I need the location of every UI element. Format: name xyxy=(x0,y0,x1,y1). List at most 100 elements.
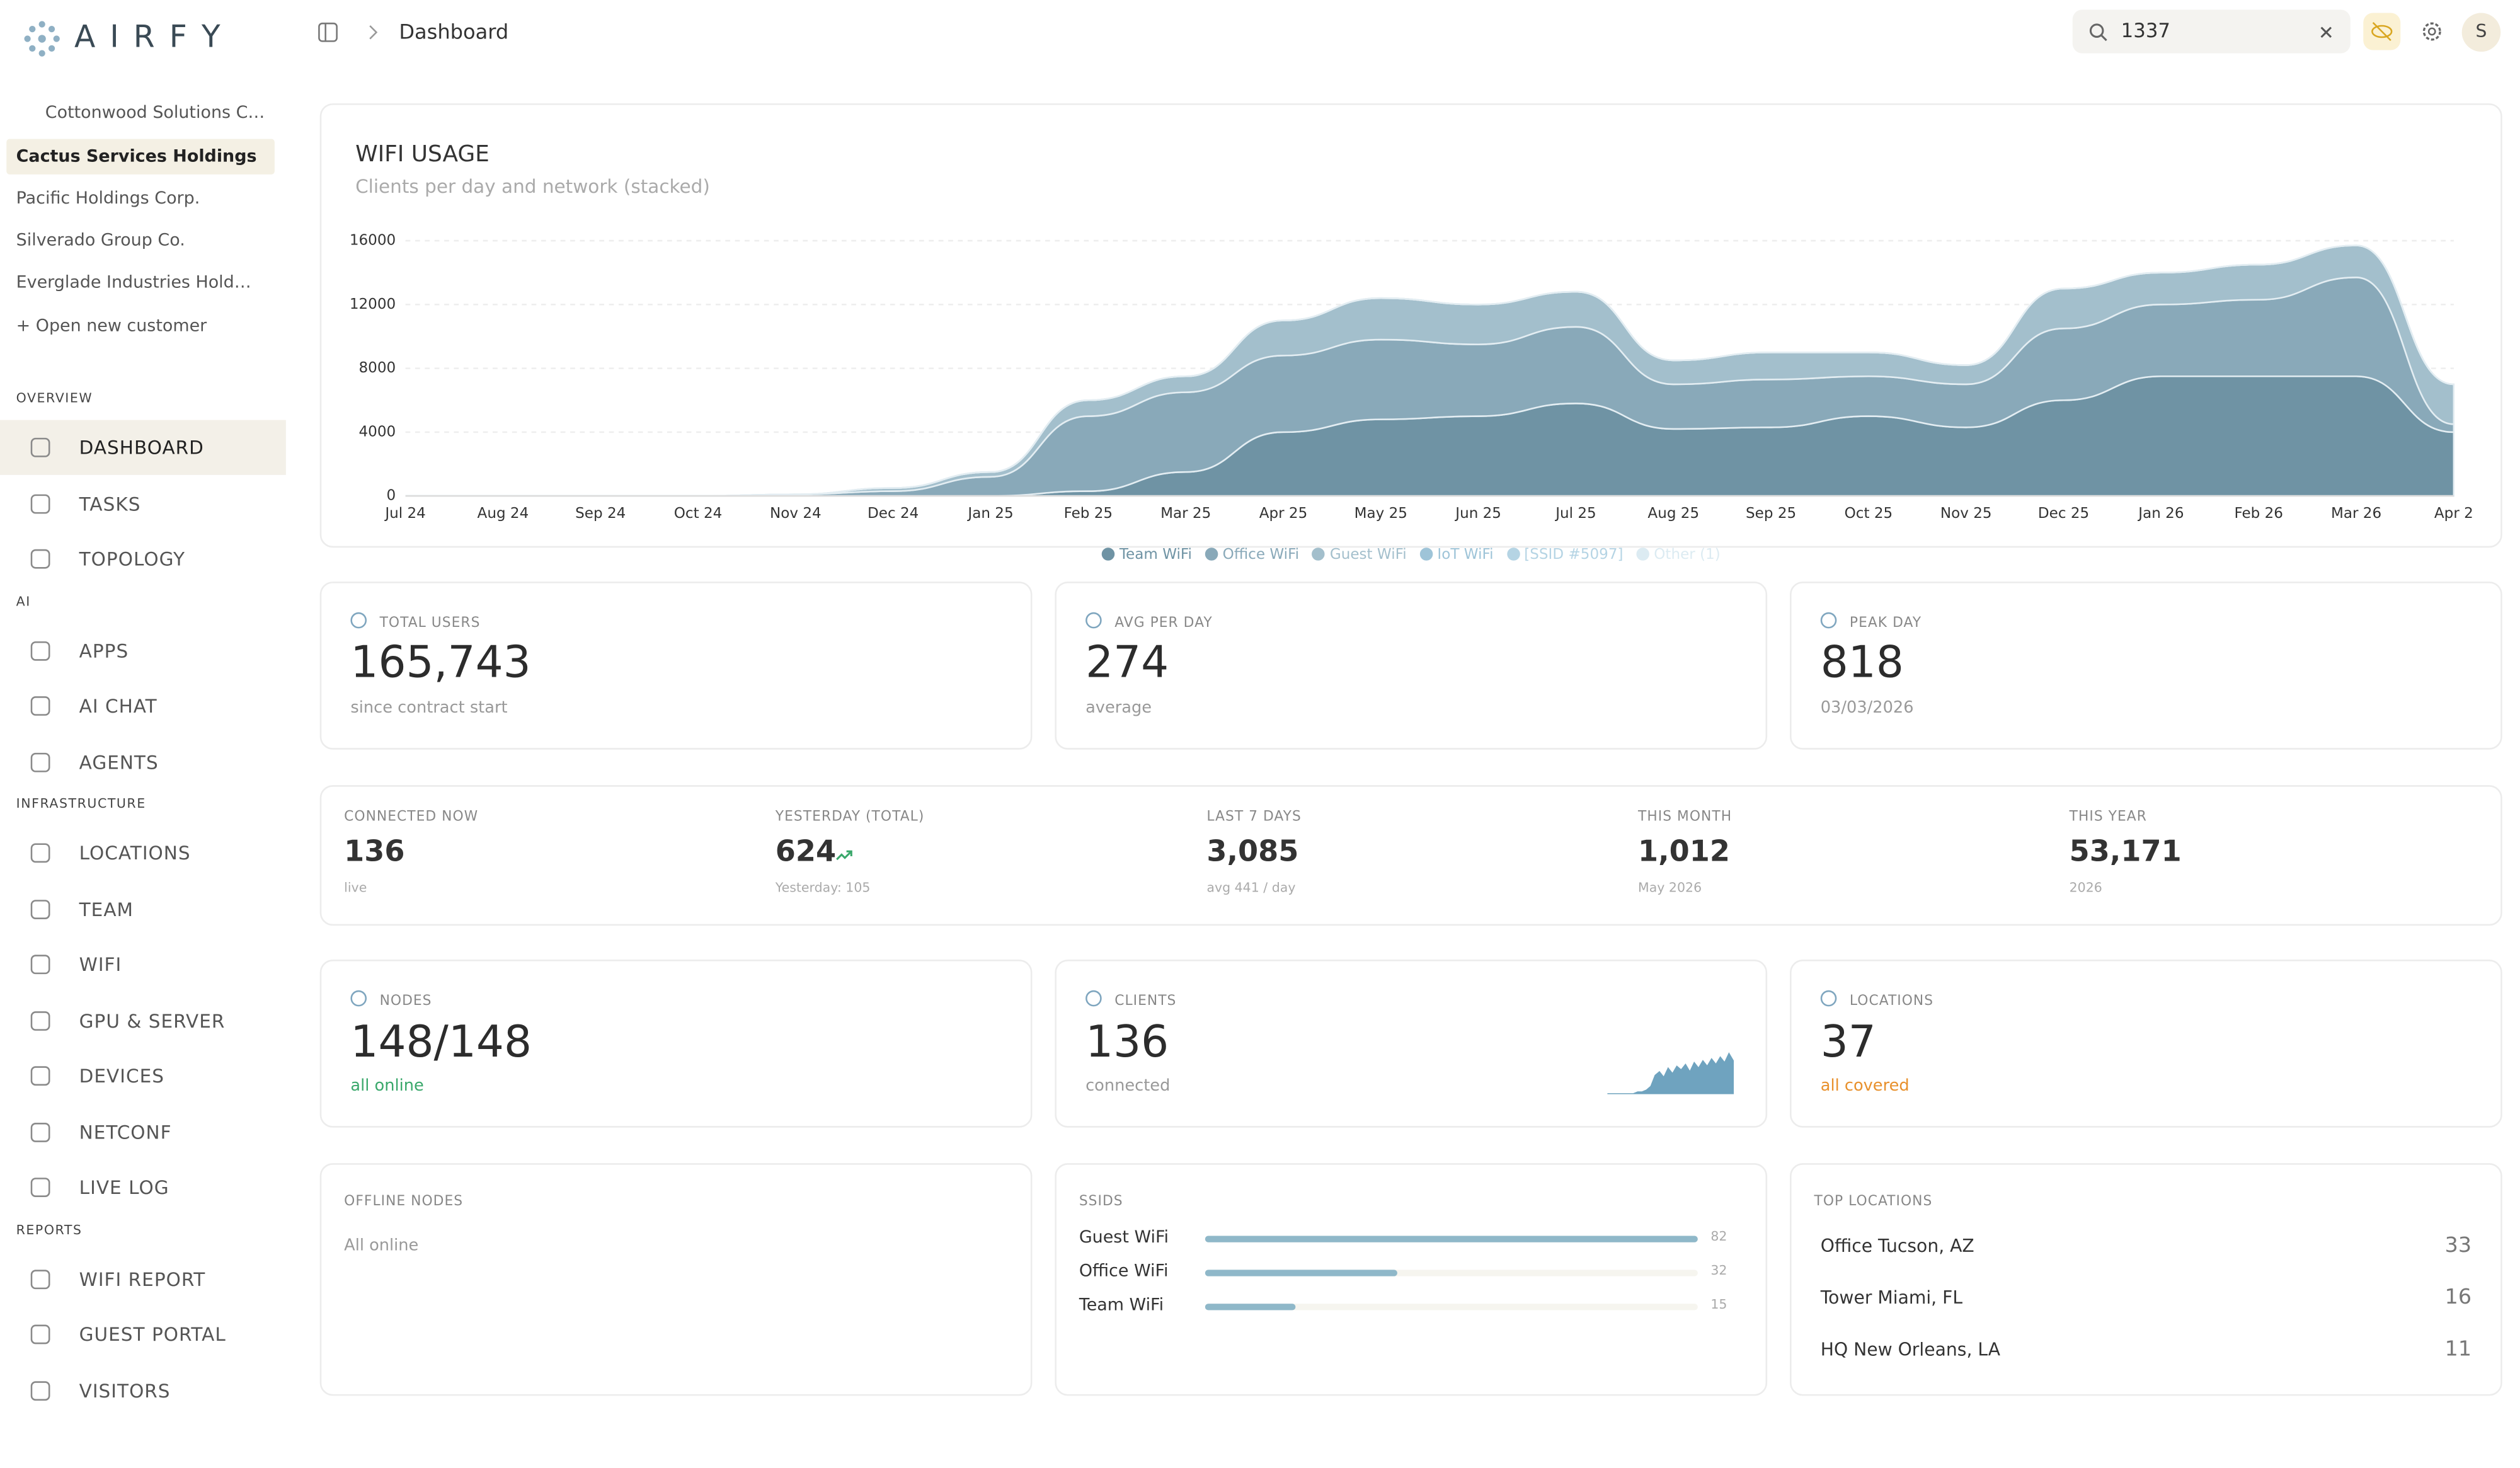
trend-icon xyxy=(836,850,852,861)
nav-item[interactable]: LOCATIONS xyxy=(0,825,286,880)
nav-item[interactable]: WIFI REPORT xyxy=(0,1251,286,1306)
x-tick-label: May 25 xyxy=(1354,505,1407,522)
period-value: 53,171 xyxy=(2069,835,2182,869)
section-title: OVERVIEW xyxy=(16,391,93,406)
x-tick-label: Jan 26 xyxy=(2137,505,2184,522)
nav-item[interactable]: NETCONF xyxy=(0,1104,286,1159)
summary-label-text: AVG PER DAY xyxy=(1114,615,1213,632)
period-card: CONNECTED NOW 136 live YESTERDAY (TOTAL) 624… xyxy=(319,785,2502,926)
trend-line xyxy=(836,850,852,861)
nav-item[interactable]: GUEST PORTAL xyxy=(0,1307,286,1362)
nav-label: NETCONF xyxy=(79,1120,172,1144)
nav-label: GPU & SERVER xyxy=(79,1009,226,1032)
legend-label: Other (1) xyxy=(1654,548,1721,564)
ssid-value: 15 xyxy=(1710,1297,1727,1312)
offline-card: OFFLINE NODES All online xyxy=(319,1163,1033,1396)
nav-item[interactable]: TASKS xyxy=(0,476,286,530)
open-customer[interactable]: + Open new customer xyxy=(16,316,207,336)
nav-label: DEVICES xyxy=(79,1064,164,1087)
location-name[interactable]: Tower Miami, FL xyxy=(1820,1287,1963,1309)
summary-label: AVG PER DAY xyxy=(1085,612,1213,632)
ssid-bar xyxy=(1205,1236,1698,1242)
card-icon xyxy=(1085,990,1102,1007)
brand: AIRFY xyxy=(74,19,235,55)
customer-item[interactable]: Pacific Holdings Corp. xyxy=(16,188,200,209)
legend-item[interactable]: Team WiFi xyxy=(1101,548,1192,564)
nav-item[interactable]: VISITORS xyxy=(0,1363,286,1418)
search-box[interactable]: 1337 xyxy=(2072,9,2351,54)
nav-item[interactable]: TOPOLOGY xyxy=(0,532,286,587)
eye-off-icon xyxy=(2371,21,2393,42)
nav-icon xyxy=(30,1178,50,1197)
chart-title: WIFI USAGE xyxy=(355,141,490,167)
sidebar-toggle[interactable] xyxy=(317,21,340,43)
nav-label: TEAM xyxy=(79,897,134,920)
nav-item[interactable]: APPS xyxy=(0,622,286,677)
summary-value: 818 xyxy=(1820,638,1904,689)
avatar[interactable]: S xyxy=(2461,13,2501,52)
nav-item[interactable]: DASHBOARD xyxy=(0,420,286,475)
x-tick-label: Jul 24 xyxy=(384,505,426,522)
nav-icon xyxy=(30,1324,50,1345)
nav-label: AGENTS xyxy=(79,750,159,773)
clear-search[interactable] xyxy=(2318,24,2334,40)
period-sub: avg 441 / day xyxy=(1206,880,1296,895)
nav-item[interactable]: GPU & SERVER xyxy=(0,993,286,1048)
status-value: 37 xyxy=(1820,1018,1876,1068)
x-tick-label: Dec 24 xyxy=(868,505,919,522)
area-series xyxy=(405,244,2454,497)
nav-label: TOPOLOGY xyxy=(79,548,186,571)
card-icon xyxy=(350,612,367,629)
nav-item[interactable]: LIVE LOG xyxy=(0,1160,286,1215)
nav-label: VISITORS xyxy=(79,1379,171,1402)
customer-item[interactable]: Everglade Industries Hold… xyxy=(16,273,251,293)
nav-label: LOCATIONS xyxy=(79,841,191,864)
period-label: LAST 7 DAYS xyxy=(1206,809,1302,826)
nav-item[interactable]: AGENTS xyxy=(0,734,286,789)
ssid-value: 82 xyxy=(1710,1229,1727,1244)
legend-label: [SSID #5097] xyxy=(1524,548,1624,564)
y-tick-label: 4000 xyxy=(359,423,396,440)
section-title: REPORTS xyxy=(16,1222,83,1237)
nav-label: GUEST PORTAL xyxy=(79,1322,226,1346)
period-value: 624 xyxy=(775,835,837,869)
nav-item[interactable]: DEVICES xyxy=(0,1048,286,1103)
summary-label-text: PEAK DAY xyxy=(1849,615,1922,632)
legend-label: Team WiFi xyxy=(1119,548,1192,564)
legend-item[interactable]: Office WiFi xyxy=(1205,548,1299,564)
location-name[interactable]: HQ New Orleans, LA xyxy=(1820,1339,2001,1360)
settings[interactable] xyxy=(2420,20,2444,43)
nav-item[interactable]: WIFI xyxy=(0,937,286,992)
location-name[interactable]: Office Tucson, AZ xyxy=(1820,1236,1974,1257)
status-card: CLIENTS 136 connected xyxy=(1055,960,1768,1128)
x-tick-label: Oct 25 xyxy=(1845,505,1893,522)
legend-dot xyxy=(1419,548,1433,561)
customer-item[interactable]: Cactus Services Holdings xyxy=(6,139,275,175)
nav-label: WIFI xyxy=(79,953,122,976)
legend-item[interactable]: Guest WiFi xyxy=(1312,548,1407,564)
period-value: 3,085 xyxy=(1206,835,1299,869)
customer-item[interactable]: Silverado Group Co. xyxy=(16,231,185,251)
legend-dot xyxy=(1636,548,1649,561)
x-tick-label: Feb 25 xyxy=(1064,505,1113,522)
section-title: AI xyxy=(16,594,31,609)
period-value: 1,012 xyxy=(1637,835,1730,869)
period-sub: Yesterday: 105 xyxy=(775,880,871,895)
summary-value: 274 xyxy=(1085,638,1169,689)
nav-item[interactable]: TEAM xyxy=(0,881,286,936)
offline-title: OFFLINE NODES xyxy=(344,1193,464,1210)
customer-item[interactable]: Cottonwood Solutions C… xyxy=(45,103,265,123)
breadcrumb[interactable]: Dashboard xyxy=(399,19,509,44)
summary-card: PEAK DAY 818 03/03/2026 xyxy=(1790,582,2502,750)
legend-item[interactable]: Other (1) xyxy=(1636,548,1721,564)
card-icon xyxy=(350,990,367,1007)
y-tick-label: 0 xyxy=(387,488,396,504)
nav-item[interactable]: AI CHAT xyxy=(0,679,286,733)
legend-item[interactable]: IoT WiFi xyxy=(1419,548,1494,564)
legend-dot xyxy=(1101,548,1115,561)
nav-icon xyxy=(30,549,50,569)
summary-sub: 03/03/2026 xyxy=(1820,699,1914,718)
ssid-bar xyxy=(1205,1270,1397,1276)
legend-item[interactable]: [SSID #5097] xyxy=(1506,548,1624,564)
privacy-toggle[interactable] xyxy=(2363,13,2401,50)
